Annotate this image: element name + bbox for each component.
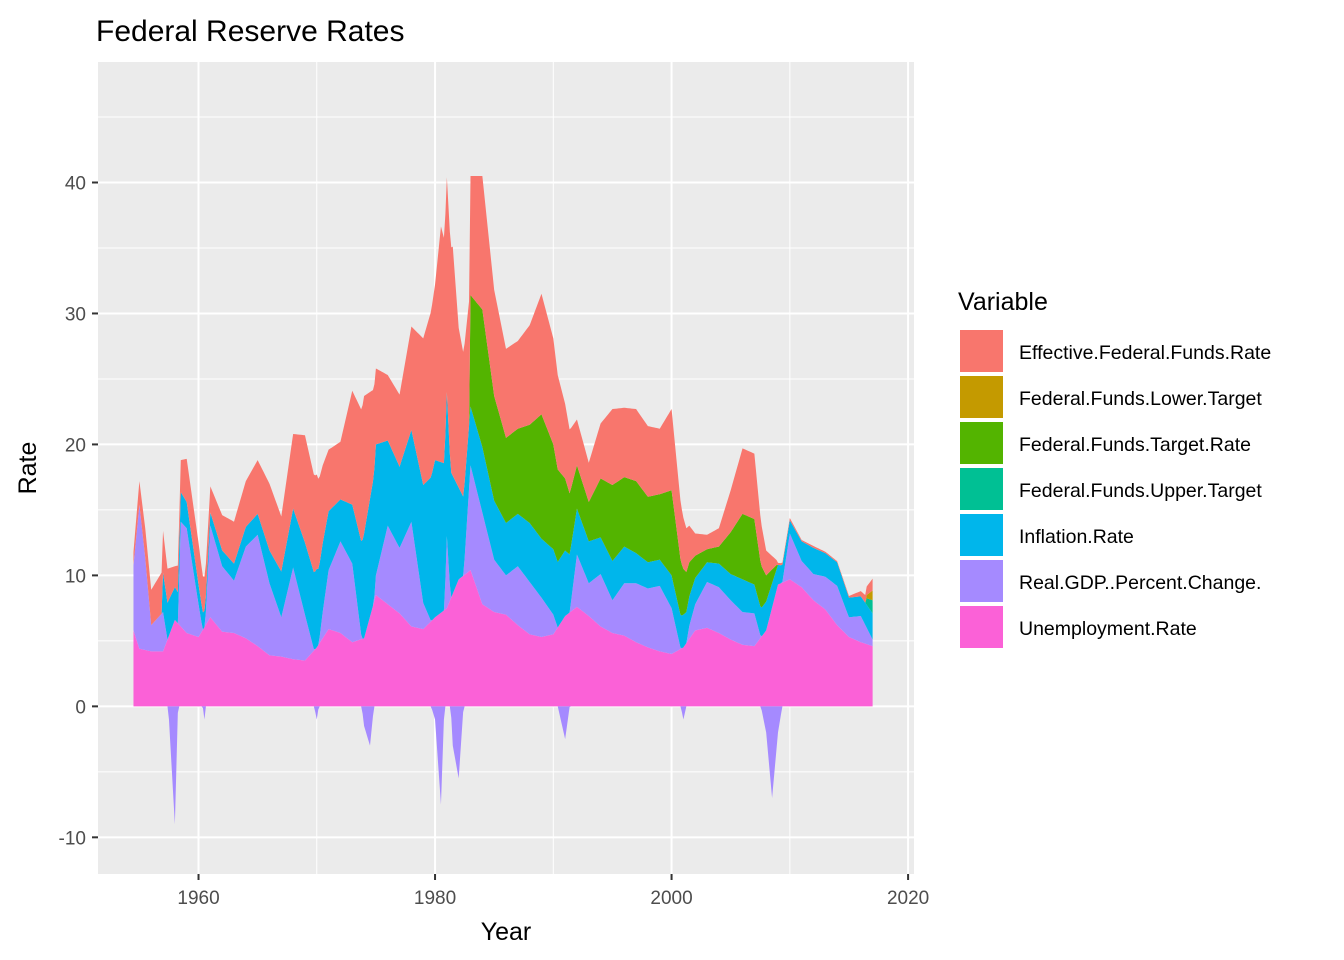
area-inflation-rate <box>133 392 873 650</box>
y-tick-label: -10 <box>59 828 86 849</box>
x-tick-label: 2020 <box>887 888 929 909</box>
legend-swatch-real-gdp-percent-change <box>960 560 1003 602</box>
legend-entries: Effective.Federal.Funds.Rate Federal.Fund… <box>960 330 1271 648</box>
x-axis-ticks: 1960 1980 2000 2020 <box>177 874 929 909</box>
legend-swatch-federal-funds-target-rate <box>960 422 1003 464</box>
chart-title: Federal Reserve Rates <box>96 15 404 48</box>
legend-label-real-gdp-percent-change: Real.GDP..Percent.Change. <box>1019 572 1261 594</box>
area-federal-funds-target-rate <box>133 295 873 626</box>
y-tick-label: 30 <box>65 304 86 325</box>
legend-swatch-inflation-rate <box>960 514 1003 556</box>
area-effective-federal-funds-rate <box>133 175 873 626</box>
legend-title: Variable <box>958 288 1048 316</box>
stacked-areas <box>133 175 873 825</box>
legend-swatch-effective-federal-funds-rate <box>960 330 1003 372</box>
y-tick-label: 40 <box>65 173 86 194</box>
y-axis-ticks: -10 0 10 20 30 40 <box>59 173 98 849</box>
legend-swatch-federal-funds-lower-target <box>960 376 1003 418</box>
area-unemployment-rate <box>133 570 873 707</box>
y-tick-label: 0 <box>75 697 86 718</box>
x-tick-label: 2000 <box>650 888 692 909</box>
legend-swatch-federal-funds-upper-target <box>960 468 1003 510</box>
y-axis-title: Rate <box>14 442 42 495</box>
legend-label-federal-funds-lower-target: Federal.Funds.Lower.Target <box>1019 388 1262 410</box>
y-tick-label: 10 <box>65 566 86 587</box>
legend-label-federal-funds-target-rate: Federal.Funds.Target.Rate <box>1019 434 1251 456</box>
legend-swatch-unemployment-rate <box>960 606 1003 648</box>
x-tick-label: 1960 <box>177 888 219 909</box>
legend-label-federal-funds-upper-target: Federal.Funds.Upper.Target <box>1019 480 1262 502</box>
legend: Variable Effective.Federal.Funds.Rate Fed… <box>958 288 1271 648</box>
y-tick-label: 20 <box>65 435 86 456</box>
legend-label-effective-federal-funds-rate: Effective.Federal.Funds.Rate <box>1019 342 1271 364</box>
x-axis-title: Year <box>481 918 532 946</box>
legend-label-inflation-rate: Inflation.Rate <box>1019 526 1134 548</box>
x-tick-label: 1980 <box>414 888 456 909</box>
legend-label-unemployment-rate: Unemployment.Rate <box>1019 618 1197 640</box>
